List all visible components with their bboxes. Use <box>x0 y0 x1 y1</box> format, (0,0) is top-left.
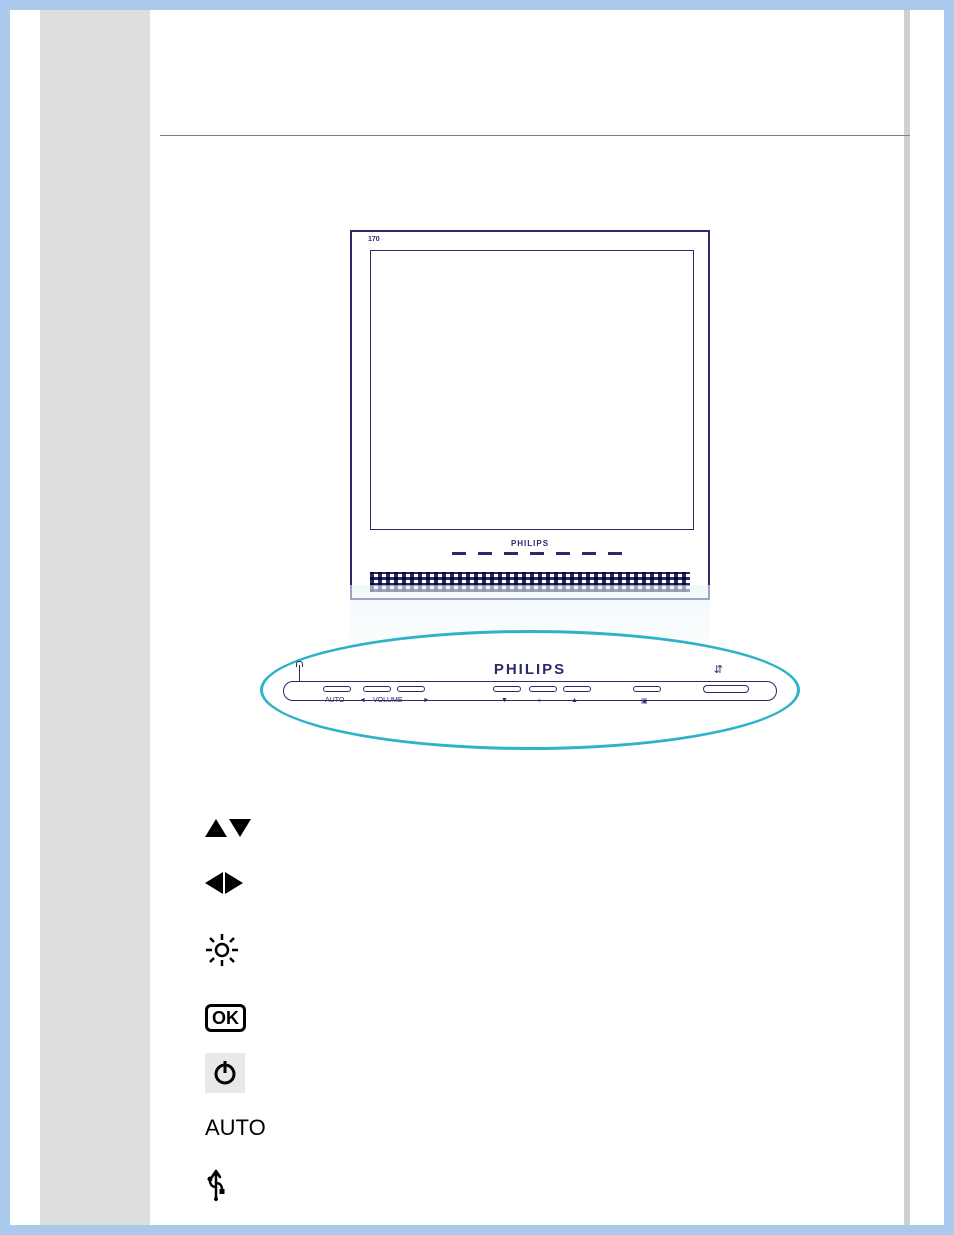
up-down-icon <box>205 819 265 837</box>
down-arrow-label: ▼ <box>501 697 508 704</box>
vol-left-arrow: ◄ <box>359 697 366 704</box>
legend-row-updown <box>205 800 265 855</box>
menu-button[interactable] <box>633 686 661 692</box>
monitor-outline: 170 PHILIPS <box>350 230 710 600</box>
brightness-label: ☼ <box>536 697 542 704</box>
legend-row-usb <box>205 1155 265 1210</box>
brand-logo-small: PHILIPS <box>511 539 549 548</box>
legend-row-ok: OK <box>205 990 265 1045</box>
brand-logo-large: PHILIPS <box>494 661 566 678</box>
legend-row-auto: AUTO <box>205 1100 265 1155</box>
up-arrow-label: ▲ <box>571 697 578 704</box>
legend-row-power <box>205 1045 265 1100</box>
divider-line <box>160 135 910 136</box>
auto-button[interactable] <box>323 686 351 692</box>
brightness-button[interactable] <box>529 686 557 692</box>
brightness-icon <box>205 933 265 967</box>
usb-icon <box>205 1165 265 1201</box>
auto-label-small: AUTO <box>325 697 344 704</box>
vol-right-arrow: ► <box>423 697 430 704</box>
legend-row-brightness <box>205 910 265 990</box>
monitor-screen <box>370 250 694 530</box>
power-button[interactable] <box>703 685 749 693</box>
auto-icon: AUTO <box>205 1115 265 1141</box>
page-shadow <box>904 10 910 1225</box>
legend-list: OK AUTO <box>205 800 265 1210</box>
callout-ellipse: PHILIPS ⇵ AUTO ◄ VOLUME ► ▼ ☼ ▲ ▣ <box>260 630 800 750</box>
usb-port-icon: ⇵ <box>714 663 723 676</box>
monitor-illustration: 170 PHILIPS PHILIPS ⇵ <box>260 230 800 770</box>
left-right-icon <box>205 872 265 894</box>
volume-label-small: VOLUME <box>373 697 403 704</box>
volume-down-button[interactable] <box>363 686 391 692</box>
up-button[interactable] <box>563 686 591 692</box>
power-icon <box>205 1053 265 1093</box>
ok-icon: OK <box>205 1004 265 1032</box>
menu-label: ▣ <box>641 697 648 705</box>
volume-up-button[interactable] <box>397 686 425 692</box>
down-button[interactable] <box>493 686 521 692</box>
legend-row-leftright <box>205 855 265 910</box>
left-sidebar <box>40 10 150 1225</box>
outer-frame: 170 PHILIPS PHILIPS ⇵ <box>10 10 944 1225</box>
model-label: 170 <box>368 236 380 243</box>
front-buttons-small <box>452 552 622 555</box>
